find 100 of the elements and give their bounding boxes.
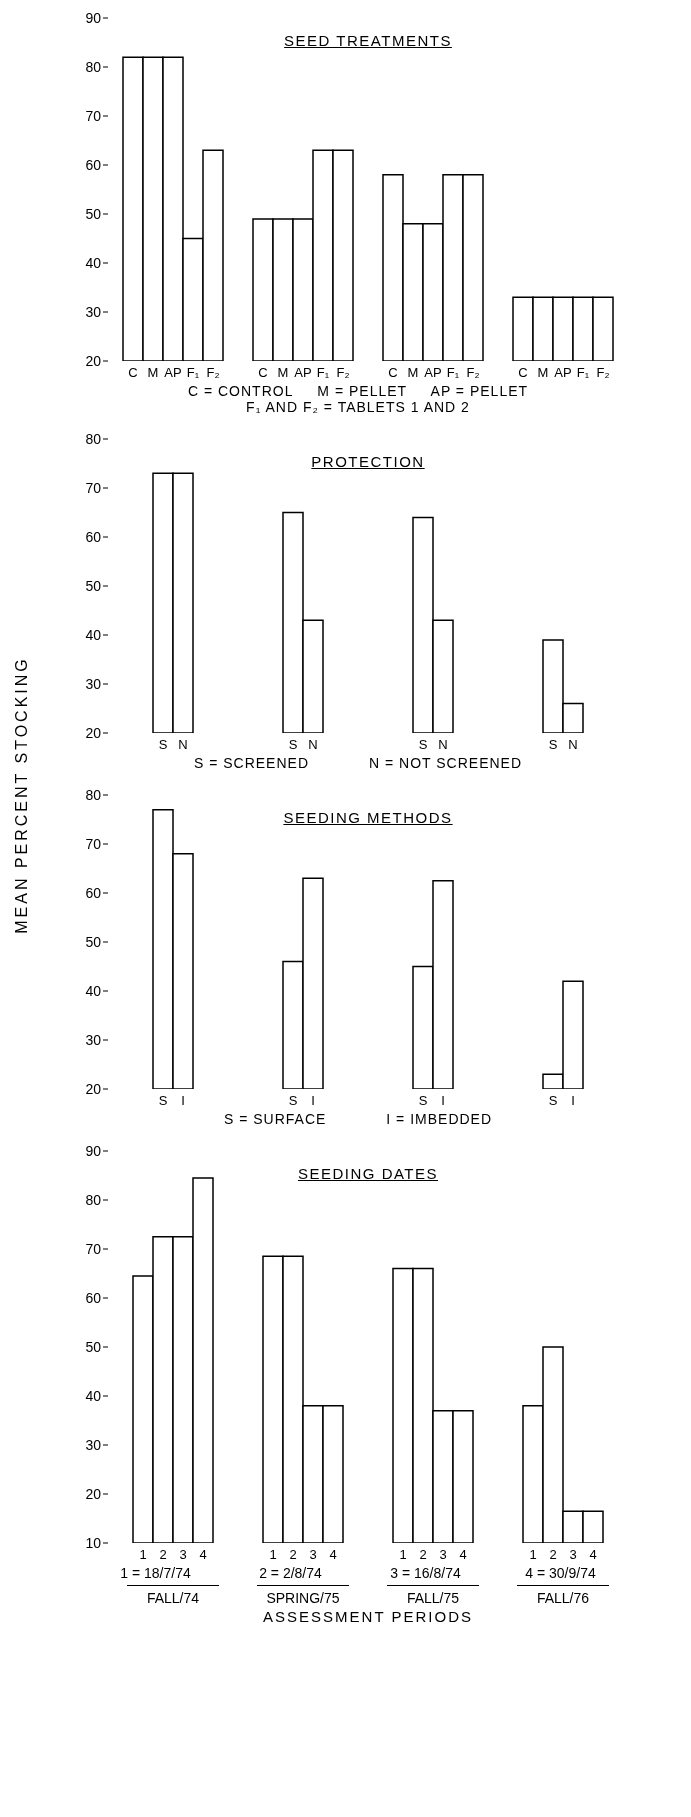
y-tick-label: 50 xyxy=(85,1338,102,1355)
text: C xyxy=(518,365,528,380)
text: C xyxy=(388,365,398,380)
text: 3 xyxy=(439,1547,447,1562)
x-tick-label: SPRING/75 xyxy=(257,1585,349,1606)
y-tick-label: 50 xyxy=(85,933,102,950)
text: F₁ xyxy=(446,365,460,380)
y-tick-label: 60 xyxy=(85,1289,102,1306)
text: 4 = 30/9/74 xyxy=(524,1565,597,1581)
y-tick-label: 30 xyxy=(85,675,102,692)
y-tick-label: 60 xyxy=(85,528,102,545)
series-label: F₂ xyxy=(206,365,220,380)
y-tick-label: 40 xyxy=(85,254,102,271)
text: PROTECTION xyxy=(311,453,425,470)
text: 4 xyxy=(589,1547,597,1562)
text: S xyxy=(288,1093,298,1108)
text: F₂ xyxy=(466,365,480,380)
text: I = IMBEDDED xyxy=(386,1111,493,1127)
text: F₁ xyxy=(316,365,330,380)
y-tick-label: 80 xyxy=(85,430,102,447)
x-tick-label: FALL/74 xyxy=(127,1585,219,1606)
text: F₂ xyxy=(336,365,350,380)
series-label: AP xyxy=(164,365,182,380)
text: SEED TREATMENTS xyxy=(284,32,452,49)
text: I xyxy=(441,1093,445,1108)
y-tick-label: 20 xyxy=(85,1485,102,1502)
y-tick-label: 70 xyxy=(85,479,102,496)
text: I xyxy=(311,1093,315,1108)
y-tick-label: 80 xyxy=(85,58,102,75)
text: 3 xyxy=(309,1547,317,1562)
series-label: 4 xyxy=(199,1547,207,1562)
series-label: 1 xyxy=(139,1547,147,1562)
y-tick-label: 60 xyxy=(85,156,102,173)
text: S xyxy=(418,737,428,752)
text: M xyxy=(407,365,419,380)
y-tick-label: 70 xyxy=(85,107,102,124)
y-tick-label: 40 xyxy=(85,626,102,643)
text: 1 xyxy=(529,1547,537,1562)
text: 2 = 2/8/74 xyxy=(258,1565,323,1581)
y-tick-label: 80 xyxy=(85,1191,102,1208)
text: 2 xyxy=(419,1547,427,1562)
y-tick-label: 80 xyxy=(85,786,102,803)
y-tick-label: 30 xyxy=(85,1031,102,1048)
text: 4 xyxy=(329,1547,337,1562)
series-label: S xyxy=(158,1093,168,1108)
text: 4 xyxy=(459,1547,467,1562)
series-label: N xyxy=(178,737,188,752)
y-tick-label: 40 xyxy=(85,1387,102,1404)
text: S = SCREENED xyxy=(193,755,310,771)
text: F₁ xyxy=(576,365,590,380)
x-tick-label: FALL/75 xyxy=(387,1585,479,1606)
y-tick-label: 30 xyxy=(85,303,102,320)
x-tick-label: FALL/76 xyxy=(517,1585,609,1606)
y-tick-label: 60 xyxy=(85,884,102,901)
text: 1 xyxy=(399,1547,407,1562)
y-tick-label: 40 xyxy=(85,982,102,999)
text: C = CONTROL M = PELLET AP = PELLET xyxy=(186,383,530,399)
text: 3 = 16/8/74 xyxy=(389,1565,462,1581)
y-tick-label: 30 xyxy=(85,1436,102,1453)
series-label: F₁ xyxy=(186,365,200,380)
y-tick-label: 90 xyxy=(85,1142,102,1159)
y-tick-label: 50 xyxy=(85,205,102,222)
y-axis-title: MEAN PERCENT STOCKING xyxy=(13,656,31,934)
y-tick-label: 70 xyxy=(85,835,102,852)
text: F₂ xyxy=(596,365,610,380)
text: 3 xyxy=(569,1547,577,1562)
text: 1 = 18/7/74 xyxy=(119,1565,192,1581)
text: AP xyxy=(424,365,442,380)
text: N xyxy=(568,737,578,752)
text: SEEDING METHODS xyxy=(283,809,453,826)
y-tick-label: 20 xyxy=(85,724,102,741)
text: 1 xyxy=(269,1547,277,1562)
y-tick-label: 10 xyxy=(85,1534,102,1551)
series-label: I xyxy=(181,1093,185,1108)
text: N xyxy=(438,737,448,752)
text: AP xyxy=(294,365,312,380)
y-tick-label: 90 xyxy=(85,9,102,26)
text: S xyxy=(418,1093,428,1108)
y-tick-label: 20 xyxy=(85,1080,102,1097)
text: S xyxy=(548,737,558,752)
y-tick-label: 50 xyxy=(85,577,102,594)
text: F₁ AND F₂ = TABLETS 1 AND 2 xyxy=(245,399,471,415)
text: M xyxy=(537,365,549,380)
text: I xyxy=(571,1093,575,1108)
series-label: 2 xyxy=(159,1547,167,1562)
y-tick-label: 20 xyxy=(85,352,102,369)
x-axis-title: ASSESSMENT PERIODS xyxy=(262,1608,474,1625)
series-label: C xyxy=(128,365,138,380)
text: AP xyxy=(554,365,572,380)
text: S xyxy=(548,1093,558,1108)
text: S xyxy=(288,737,298,752)
series-label: S xyxy=(158,737,168,752)
series-label: 3 xyxy=(179,1547,187,1562)
text: M xyxy=(277,365,289,380)
text: 2 xyxy=(549,1547,557,1562)
text: N = NOT SCREENED xyxy=(369,755,523,771)
text: SEEDING DATES xyxy=(297,1165,439,1182)
text: S = SURFACE xyxy=(223,1111,327,1127)
text: 2 xyxy=(289,1547,297,1562)
text: N xyxy=(308,737,318,752)
